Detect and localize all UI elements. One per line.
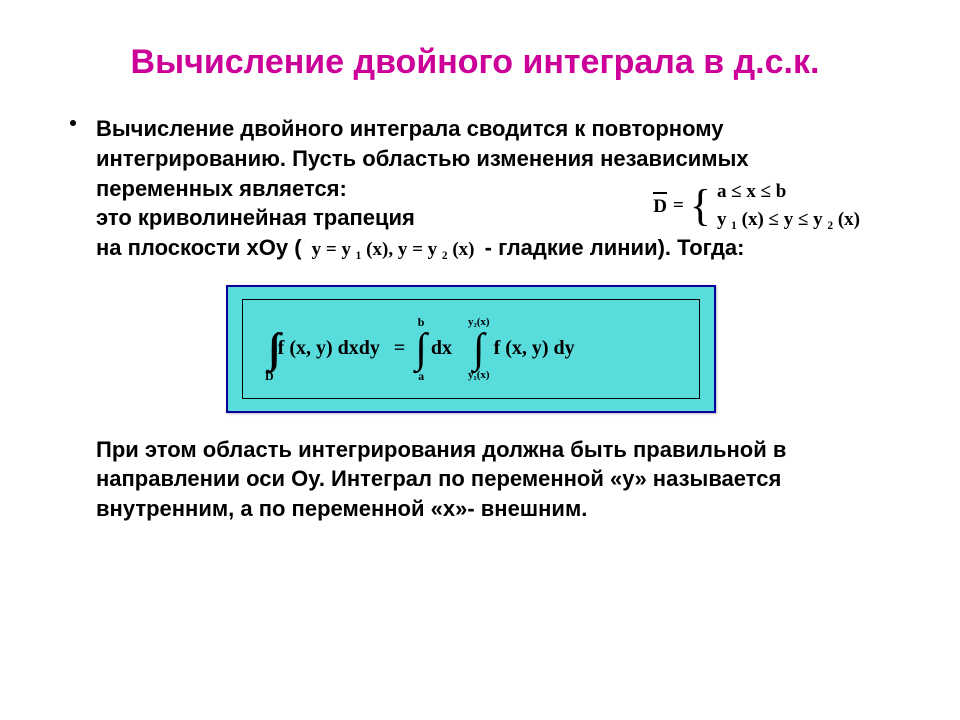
domain-y-range: y ₁ (x) ≤ y ≤ y ₂ (x) (717, 209, 860, 231)
smooth-curves-math: y = y ₁ (x), y = y ₂ (x) (308, 239, 479, 260)
lhs-integrand: f (x, y) dxdy (274, 337, 384, 360)
plane-text-after: - гладкие линии). Тогда: (485, 235, 745, 260)
inner-integral: y₂(x) ∫ y₁(x) (468, 317, 490, 381)
outer-lower: a (418, 370, 424, 382)
plane-text-before: на плоскости xOy ( (96, 235, 302, 260)
outer-body: dx (427, 337, 456, 360)
domain-conditions: a ≤ x ≤ b y ₁ (x) ≤ y ≤ y ₂ (x) (717, 181, 860, 231)
double-integral: ∫∫ D (265, 316, 274, 382)
content-block: Вычисление двойного интеграла сводится к… (60, 114, 890, 524)
domain-definition: D = { a ≤ x ≤ b y ₁ (x) ≤ y ≤ y ₂ (x) (653, 181, 860, 231)
equals-sign: = (384, 337, 415, 360)
inner-lower: y₁(x) (468, 370, 490, 381)
bullet-icon (70, 120, 76, 126)
intro-text-2: это криволинейная трапеция (96, 205, 415, 230)
equals-text: = (673, 195, 684, 217)
domain-x-range: a ≤ x ≤ b (717, 181, 860, 203)
brace-icon: { (690, 184, 711, 228)
formula-inner: ∫∫ D f (x, y) dxdy = b ∫ a dx y₂(x) ∫ y₁… (242, 299, 700, 399)
domain-d-symbol: D (653, 194, 667, 218)
region-d: D (265, 370, 274, 382)
formula-box: ∫∫ D f (x, y) dxdy = b ∫ a dx y₂(x) ∫ y₁… (226, 285, 716, 413)
outer-integral: b ∫ a (415, 316, 427, 382)
inner-body: f (x, y) dy (490, 337, 579, 360)
outro-paragraph: При этом область интегрирования должна б… (96, 435, 890, 524)
slide-title: Вычисление двойного интеграла в д.с.к. (60, 40, 890, 84)
plane-line: на плоскости xOy ( y = y ₁ (x), y = y ₂ … (96, 233, 890, 263)
trapezoid-line: это криволинейная трапеция D = { a ≤ x ≤… (96, 203, 890, 233)
